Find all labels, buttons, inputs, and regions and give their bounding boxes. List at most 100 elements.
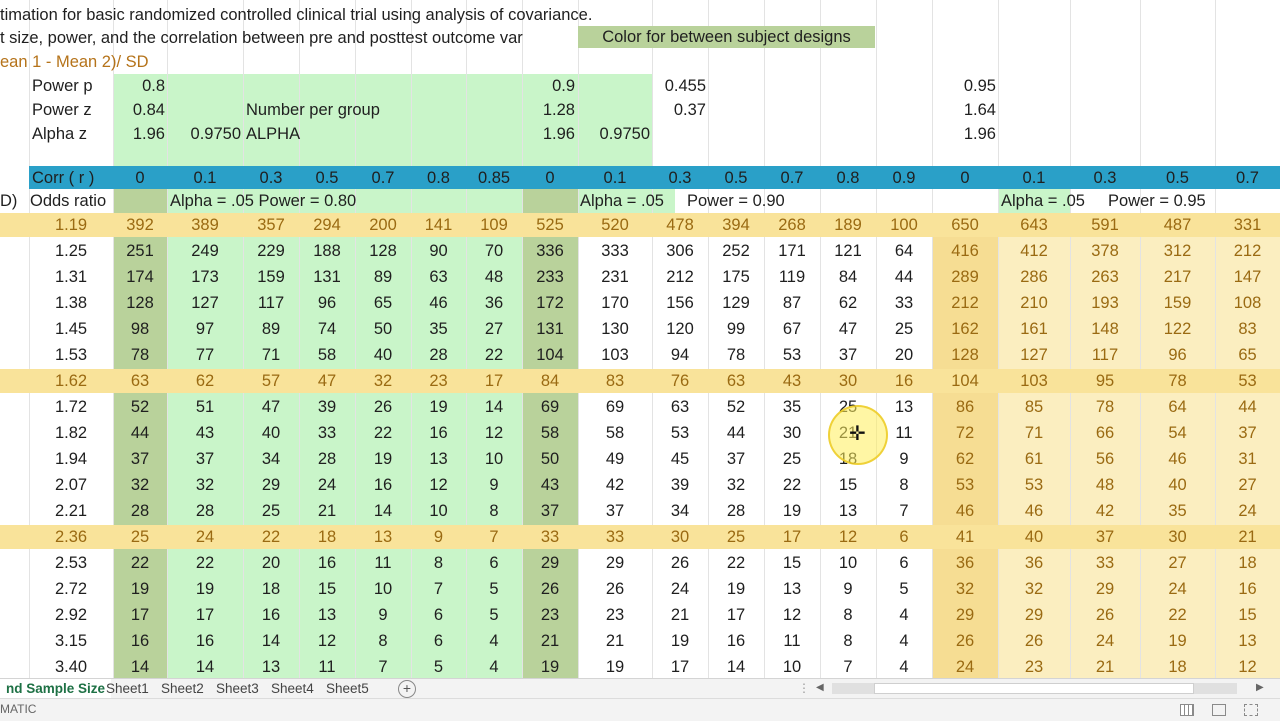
sample-size-cell: 29 <box>1024 606 1044 624</box>
title-line-2: t size, power, and the correlation betwe… <box>0 29 523 47</box>
sample-size-cell: 26 <box>605 580 625 598</box>
tabs-splitter-icon[interactable]: ⋮ <box>798 681 810 695</box>
corr-value: 0.8 <box>427 169 450 187</box>
corr-value: 0.1 <box>193 169 217 187</box>
tab-sheet1[interactable]: Sheet1 <box>106 681 149 696</box>
sample-size-cell: 15 <box>1238 606 1257 624</box>
sample-size-cell: 14 <box>195 658 215 676</box>
sample-size-cell: 128 <box>369 242 397 260</box>
sample-size-cell: 33 <box>540 528 560 546</box>
sample-size-cell: 28 <box>195 502 215 520</box>
add-sheet-button[interactable]: + <box>398 680 416 698</box>
odds-ratio-cell: 1.94 <box>54 450 88 468</box>
sample-size-cell: 89 <box>261 320 281 338</box>
sample-size-cell: 7 <box>843 658 853 676</box>
tab-sheet2[interactable]: Sheet2 <box>161 681 204 696</box>
sample-size-cell: 84 <box>838 268 858 286</box>
highlight-band <box>0 213 1280 237</box>
sample-size-cell: 24 <box>317 476 337 494</box>
sample-size-cell: 109 <box>480 216 508 234</box>
scrollbar-thumb[interactable] <box>874 683 1194 694</box>
sample-size-cell: 13 <box>261 658 281 676</box>
sample-size-cell: 54 <box>1168 424 1187 442</box>
sample-size-cell: 46 <box>955 502 975 520</box>
sample-size-cell: 40 <box>373 346 393 364</box>
sample-size-cell: 41 <box>955 528 975 546</box>
sample-size-cell: 131 <box>536 320 564 338</box>
sample-size-cell: 7 <box>378 658 388 676</box>
tab-sheet5[interactable]: Sheet5 <box>326 681 369 696</box>
sample-size-cell: 90 <box>429 242 448 260</box>
sample-size-cell: 268 <box>778 216 806 234</box>
sample-size-cell: 40 <box>261 424 281 442</box>
bg-tan-col <box>932 213 998 678</box>
sample-size-cell: 11 <box>895 424 913 442</box>
sample-size-cell: 15 <box>782 554 802 572</box>
sample-size-cell: 52 <box>130 398 150 416</box>
sheet-tab-bar: nd Sample Size Sheet1 Sheet2 Sheet3 Shee… <box>0 678 1280 701</box>
sample-size-cell: 104 <box>951 372 979 390</box>
sample-size-cell: 12 <box>484 424 504 442</box>
sample-size-cell: 32 <box>195 476 215 494</box>
sample-size-cell: 28 <box>726 502 746 520</box>
sample-size-cell: 4 <box>489 658 499 676</box>
sample-size-cell: 23 <box>540 606 560 624</box>
sample-size-cell: 69 <box>605 398 625 416</box>
sample-size-cell: 24 <box>670 580 690 598</box>
sample-size-cell: 99 <box>726 320 746 338</box>
sample-size-cell: 32 <box>130 476 150 494</box>
g2-extra-z: 0.37 <box>673 101 706 119</box>
tab-sheet4[interactable]: Sheet4 <box>271 681 314 696</box>
scroll-right-icon[interactable]: ▶ <box>1256 682 1264 693</box>
normal-view-icon[interactable] <box>1180 704 1194 716</box>
bg-darkgreen-col-a <box>113 189 167 678</box>
sample-size-cell: 21 <box>1095 658 1115 676</box>
tab-active-sheet[interactable]: nd Sample Size <box>0 679 112 701</box>
sample-size-cell: 74 <box>317 320 337 338</box>
page-layout-icon[interactable] <box>1212 704 1226 716</box>
sample-size-cell: 127 <box>1020 346 1048 364</box>
g3-power-z: 1.64 <box>963 101 996 119</box>
sample-size-cell: 19 <box>670 632 690 650</box>
g3-alpha-label: Alpha = .05 <box>1001 192 1085 210</box>
sample-size-cell: 32 <box>373 372 393 390</box>
bg-alpha-green-1 <box>167 189 522 213</box>
sample-size-cell: 34 <box>261 450 281 468</box>
sample-size-cell: 27 <box>484 320 504 338</box>
sample-size-cell: 8 <box>433 554 444 572</box>
sample-size-cell: 119 <box>778 268 806 286</box>
odds-ratio-cell: 2.53 <box>54 554 88 572</box>
g2-power-label: Power = 0.90 <box>687 192 785 210</box>
sample-size-cell: 161 <box>1020 320 1048 338</box>
spreadsheet-grid[interactable]: timation for basic randomized controlled… <box>0 0 1280 678</box>
sample-size-cell: 416 <box>951 242 979 260</box>
sample-size-cell: 53 <box>955 476 975 494</box>
sample-size-cell: 44 <box>1238 398 1257 416</box>
sample-size-cell: 286 <box>1020 268 1048 286</box>
page-break-icon[interactable] <box>1244 704 1258 716</box>
odds-ratio-cell: 2.92 <box>54 606 88 624</box>
sample-size-cell: 212 <box>666 268 694 286</box>
sample-size-cell: 27 <box>1168 554 1187 572</box>
tab-sheet3[interactable]: Sheet3 <box>216 681 259 696</box>
sample-size-cell: 4 <box>899 632 909 650</box>
sample-size-cell: 217 <box>1163 268 1192 286</box>
sample-size-cell: 45 <box>670 450 690 468</box>
sample-size-cell: 29 <box>1095 580 1115 598</box>
sample-size-cell: 33 <box>317 424 337 442</box>
sample-size-cell: 15 <box>838 476 858 494</box>
sample-size-cell: 40 <box>1168 476 1187 494</box>
sample-size-cell: 117 <box>1091 346 1119 364</box>
sample-size-cell: 23 <box>605 606 625 624</box>
sample-size-cell: 66 <box>1095 424 1115 442</box>
corr-label: Corr ( r ) <box>32 169 95 187</box>
sample-size-cell: 412 <box>1020 242 1048 260</box>
sample-size-cell: 24 <box>195 528 215 546</box>
horizontal-scrollbar[interactable] <box>832 683 1237 694</box>
sample-size-cell: 52 <box>726 398 746 416</box>
sample-size-cell: 17 <box>726 606 746 624</box>
sample-size-cell: 35 <box>429 320 448 338</box>
sample-size-cell: 9 <box>843 580 853 598</box>
scroll-left-icon[interactable]: ◀ <box>816 682 824 693</box>
sample-size-cell: 43 <box>195 424 215 442</box>
